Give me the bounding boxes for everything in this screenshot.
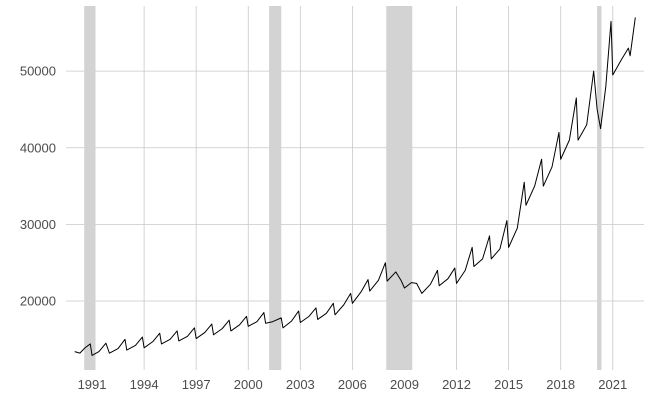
- y-tick-label: 40000: [20, 140, 56, 155]
- y-tick-label: 20000: [20, 294, 56, 309]
- x-tick-label: 2000: [234, 377, 263, 392]
- x-tick-label: 2012: [442, 377, 471, 392]
- x-tick-label: 2006: [338, 377, 367, 392]
- recession-band: [386, 6, 413, 370]
- x-tick-label: 2018: [546, 377, 575, 392]
- x-gridlines: [91, 6, 614, 370]
- y-gridlines: [66, 70, 644, 302]
- x-tick-label: 2015: [494, 377, 523, 392]
- x-tick-label: 1997: [182, 377, 211, 392]
- y-tick-labels: 20000 30000 40000 50000: [20, 64, 56, 309]
- x-tick-label: 2003: [286, 377, 315, 392]
- y-tick-label: 50000: [20, 64, 56, 79]
- recession-bands: [84, 6, 602, 370]
- x-tick-label: 2021: [598, 377, 627, 392]
- x-tick-label: 2009: [390, 377, 419, 392]
- x-tick-label: 1994: [130, 377, 159, 392]
- x-tick-labels: 1991 1994 1997 2000 2003 2006 2009 2012 2015 2018…: [78, 377, 628, 392]
- recession-band: [84, 6, 96, 370]
- recession-band: [269, 6, 282, 370]
- series-group: [74, 17, 636, 356]
- y-tick-label: 30000: [20, 217, 56, 232]
- recession-band: [597, 6, 602, 370]
- series-line: [74, 17, 636, 356]
- x-tick-label: 1991: [78, 377, 107, 392]
